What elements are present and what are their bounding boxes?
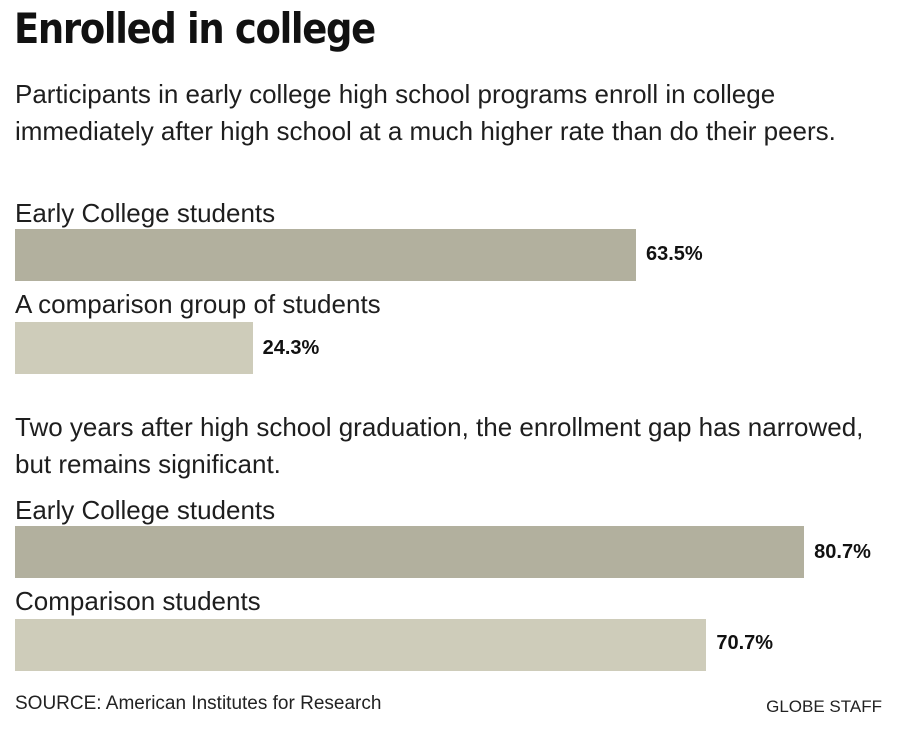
section-1-value-label-early-college: 63.5% [645, 243, 703, 265]
section-2-bar-early-college [15, 526, 805, 578]
section-1-value-label-comparison: 24.3% [262, 337, 320, 359]
source-note: SOURCE: American Institutes for Research [15, 693, 382, 714]
section-1-category-label-early-college: Early College students [15, 198, 276, 228]
section-2-description: Two years after high school graduation, … [15, 412, 864, 479]
credit-note: GLOBE STAFF [766, 697, 882, 716]
section-1-description: Participants in early college high schoo… [15, 79, 836, 146]
chart-title: Enrolled in college [14, 4, 376, 53]
section-2-category-label-comparison: Comparison students [15, 586, 261, 616]
section-2-category-label-early-college: Early College students [15, 495, 276, 525]
section-1-bar-comparison [15, 322, 253, 374]
section-1-category-label-comparison: A comparison group of students [15, 289, 381, 319]
section-2-value-label-early-college: 80.7% [814, 541, 871, 563]
section-1-bar-early-college [15, 229, 636, 281]
section-2-value-label-comparison: 70.7% [716, 632, 774, 654]
section-2-bar-comparison [15, 619, 707, 671]
